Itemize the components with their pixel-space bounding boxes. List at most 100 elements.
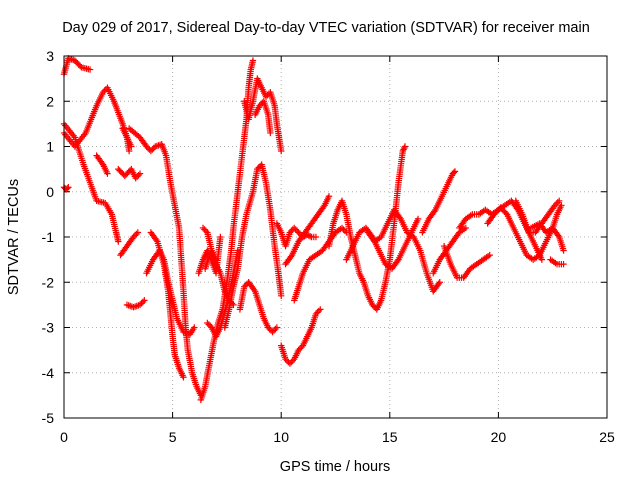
data-point: [462, 224, 470, 232]
data-point: [312, 310, 320, 318]
data-point: [147, 147, 155, 155]
data-point: [204, 319, 211, 327]
y-axis-ticks: -5 -4 -3 -2 -1 0 1 2 3: [42, 48, 607, 426]
series-track-17: [201, 233, 224, 277]
data-point: [340, 226, 347, 233]
data-point: [286, 360, 294, 367]
data-point: [558, 202, 565, 209]
data-point: [99, 89, 107, 96]
y-tick-label: -3: [42, 320, 55, 336]
data-point: [401, 143, 409, 150]
data-point: [205, 321, 212, 328]
data-point: [292, 226, 299, 233]
data-points: [60, 55, 567, 404]
data-point: [556, 197, 563, 204]
data-point: [317, 306, 324, 313]
data-point: [295, 346, 302, 354]
y-tick-label: 3: [46, 48, 54, 64]
data-point: [296, 345, 304, 352]
y-axis-label: SDTVAR / TECUs: [6, 179, 22, 295]
data-point: [133, 230, 140, 238]
data-point: [262, 93, 270, 100]
data-point: [394, 257, 401, 265]
y-tick-label: 2: [46, 93, 54, 109]
data-point: [255, 164, 262, 171]
data-point: [207, 322, 214, 330]
grid: [64, 56, 607, 418]
x-tick-label: 20: [491, 429, 507, 445]
data-point: [312, 233, 320, 241]
series-track-15: [221, 161, 285, 331]
x-tick-label: 25: [599, 429, 615, 445]
data-point: [538, 256, 546, 263]
data-point: [553, 200, 560, 208]
x-tick-label: 5: [169, 429, 177, 445]
series-track-22: [278, 306, 324, 367]
series-track-11: [147, 229, 187, 381]
data-point: [278, 147, 285, 155]
series-track-9: [123, 297, 148, 311]
series-track-28: [419, 168, 459, 236]
data-point: [451, 168, 459, 175]
data-point: [401, 144, 408, 152]
data-point: [486, 251, 493, 259]
data-point: [291, 224, 298, 232]
data-point: [257, 101, 265, 108]
series-track-21: [273, 220, 320, 250]
y-tick-label: -1: [42, 229, 55, 245]
data-point: [180, 374, 187, 381]
x-tick-label: 10: [273, 429, 289, 445]
data-point: [278, 292, 285, 300]
data-point: [136, 170, 144, 177]
data-point: [130, 233, 137, 241]
data-point: [288, 358, 295, 366]
series-track-34: [527, 220, 567, 254]
plot-frame: [63, 55, 608, 419]
series-track-24: [282, 193, 333, 268]
data-point: [125, 147, 133, 155]
data-point: [396, 214, 403, 221]
data-point: [136, 301, 144, 309]
chart-title: Day 029 of 2017, Sidereal Day-to-day VTE…: [62, 20, 590, 36]
x-axis-ticks: 0 5 10 15 20 25: [60, 56, 615, 445]
data-point: [400, 146, 407, 153]
data-point: [369, 301, 376, 309]
series-track-7: [125, 125, 205, 399]
x-tick-label: 0: [60, 429, 68, 445]
data-point: [264, 92, 271, 99]
data-point: [131, 232, 139, 239]
data-point: [315, 307, 323, 315]
y-tick-label: -2: [42, 274, 55, 290]
y-tick-label: -5: [42, 410, 55, 426]
data-point: [314, 309, 321, 316]
series-track-18: [236, 279, 281, 336]
data-point: [101, 87, 108, 94]
series-track-4: [115, 165, 144, 182]
data-point: [288, 227, 295, 235]
data-point: [191, 324, 198, 331]
data-point: [139, 298, 147, 306]
data-point: [153, 236, 160, 244]
data-point: [144, 144, 152, 152]
data-point: [502, 209, 509, 217]
series-track-20: [251, 98, 274, 137]
data-point: [256, 102, 263, 109]
y-tick-label: -4: [42, 365, 55, 381]
data-point: [138, 300, 145, 307]
data-point: [338, 224, 346, 232]
data-point: [134, 229, 142, 236]
data-point: [560, 247, 567, 254]
data-point: [286, 229, 294, 236]
data-point: [370, 303, 378, 310]
data-point: [306, 233, 314, 240]
series-track-6: [93, 152, 111, 177]
series-track-5: [119, 125, 135, 150]
data-point: [450, 169, 458, 176]
data-point: [270, 327, 278, 334]
data-point: [272, 325, 279, 333]
data-point: [399, 147, 407, 155]
data-point: [64, 185, 71, 192]
series-track-29: [430, 224, 470, 277]
data-point: [269, 328, 276, 336]
series-track-8: [117, 229, 142, 259]
